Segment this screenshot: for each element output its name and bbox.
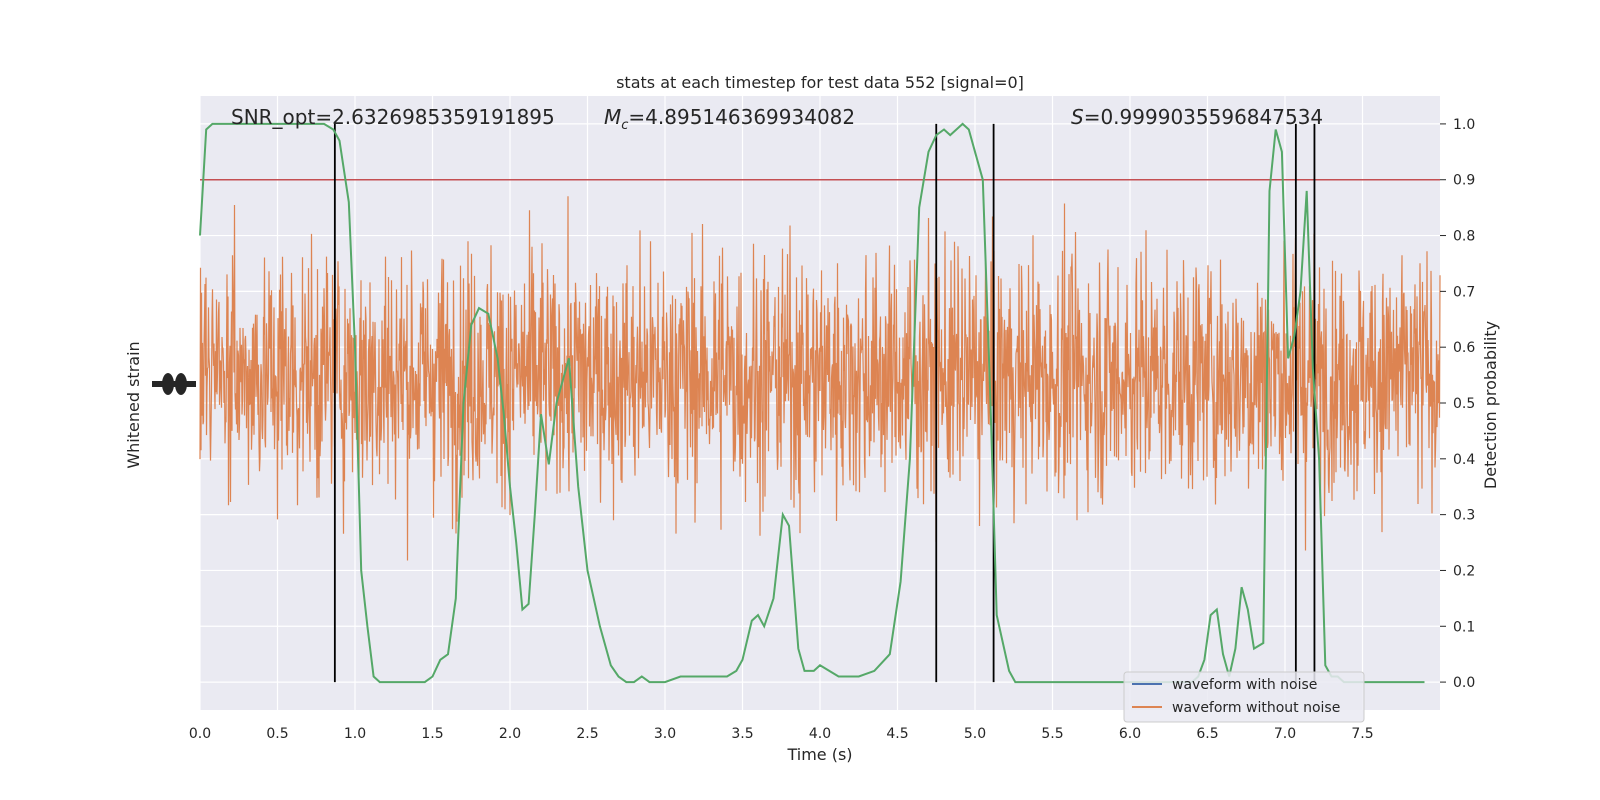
x-ticks: 0.0 0.5 1.0 1.5 2.0 2.5 3.0 3.5 4.0 4.5 5.0 5.5 6.0 6… — [189, 726, 1374, 742]
chart-title: stats at each timestep for test data 552… — [616, 73, 1024, 92]
x-tick-label-14: 7.0 — [1274, 726, 1296, 742]
x-tick-label-11: 5.5 — [1041, 726, 1063, 742]
mc-annotation: Mc=4.895146369934082 — [604, 105, 855, 133]
probability-series — [199, 122, 1425, 684]
x-tick-label-4: 2.0 — [499, 726, 521, 742]
y-axis-label-left: Whitened strain — [124, 341, 143, 468]
legend-label-clean: waveform without noise — [1172, 700, 1340, 716]
x-tick-label-3: 1.5 — [421, 726, 443, 742]
y-axis-label-right: Detection probability — [1481, 321, 1500, 489]
s-value: =0.9999035596847534 — [1084, 105, 1323, 129]
x-tick-label-6: 3.0 — [654, 726, 676, 742]
y-tick-label-9: 0.9 — [1453, 173, 1475, 189]
y-ticks-right: 0.0 0.1 0.2 0.3 0.4 0.5 0.6 0.7 0.8 0.9 1.0 — [1440, 117, 1475, 691]
x-tick-label-5: 2.5 — [576, 726, 598, 742]
legend-box — [1123, 671, 1365, 723]
legend: waveform with noise waveform without noi… — [1123, 671, 1365, 723]
legend-label-noise: waveform with noise — [1172, 677, 1317, 693]
x-tick-label-0: 0.0 — [189, 726, 211, 742]
strain-series — [199, 196, 1441, 561]
left-tick-clutter-a — [162, 373, 174, 395]
s-annotation: S=0.9999035596847534 — [1071, 105, 1323, 129]
y-tick-label-4: 0.4 — [1453, 452, 1475, 468]
y-tick-label-8: 0.8 — [1453, 229, 1475, 245]
left-tick-clutter-b — [175, 373, 187, 395]
x-tick-label-9: 4.5 — [886, 726, 908, 742]
y-tick-label-2: 0.2 — [1453, 563, 1475, 579]
x-tick-label-2: 1.0 — [344, 726, 366, 742]
x-tick-label-8: 4.0 — [809, 726, 831, 742]
x-tick-label-1: 0.5 — [266, 726, 288, 742]
y-tick-label-7: 0.7 — [1453, 284, 1475, 300]
x-tick-label-7: 3.5 — [731, 726, 753, 742]
y-tick-label-10: 1.0 — [1453, 117, 1475, 133]
y-tick-label-1: 0.1 — [1453, 619, 1475, 635]
x-tick-label-15: 7.5 — [1351, 726, 1373, 742]
y-tick-label-6: 0.6 — [1453, 340, 1475, 356]
left-ticks — [152, 373, 196, 395]
x-axis-label: Time (s) — [786, 745, 852, 764]
x-tick-label-10: 5.0 — [964, 726, 986, 742]
strain-line — [199, 196, 1441, 561]
mc-value: =4.895146369934082 — [628, 105, 855, 129]
snr-annotation: SNR_opt=2.6326985359191895 — [231, 105, 555, 129]
probability-line — [199, 122, 1425, 684]
y-tick-label-0: 0.0 — [1453, 675, 1475, 691]
mc-subscript: c — [621, 118, 628, 133]
y-tick-label-5: 0.5 — [1453, 396, 1475, 412]
mc-symbol: M — [604, 105, 621, 129]
x-tick-label-13: 6.5 — [1196, 726, 1218, 742]
x-tick-label-12: 6.0 — [1119, 726, 1141, 742]
s-symbol: S — [1071, 105, 1084, 129]
y-tick-label-3: 0.3 — [1453, 508, 1475, 524]
